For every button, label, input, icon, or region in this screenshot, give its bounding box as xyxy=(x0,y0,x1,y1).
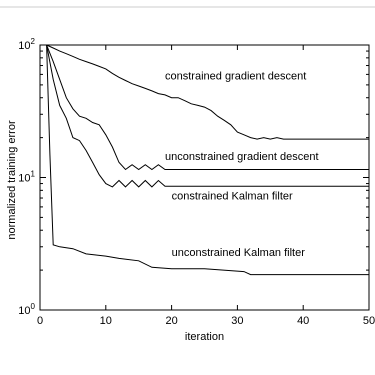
series-line-unconstrained-gradient-descent xyxy=(46,44,369,171)
series-annotations: constrained gradient descent unconstraine… xyxy=(165,70,319,259)
x-tick-label: 50 xyxy=(363,315,375,327)
series-line-constrained-kalman-filter xyxy=(46,44,369,188)
x-tick-label: 30 xyxy=(231,315,243,327)
y-tick-label: 102 xyxy=(18,37,35,52)
x-tick-label: 20 xyxy=(165,315,177,327)
series-annotation: constrained gradient descent xyxy=(165,70,306,82)
x-tick-label: 10 xyxy=(100,315,112,327)
x-axis-label: iteration xyxy=(185,331,224,343)
y-tick-label: 100 xyxy=(18,302,35,317)
x-tick-label: 40 xyxy=(297,315,309,327)
series-annotation: unconstrained gradient descent xyxy=(165,151,319,163)
y-axis-ticks: 100 101 102 xyxy=(18,37,369,317)
series-line-constrained-gradient-descent xyxy=(46,44,369,140)
x-tick-label: 0 xyxy=(37,315,43,327)
series-line-unconstrained-kalman-filter xyxy=(46,44,369,276)
series-annotation: unconstrained Kalman filter xyxy=(172,247,306,259)
x-axis-ticks: 0 10 20 30 40 50 xyxy=(37,45,375,327)
series-annotation: constrained Kalman filter xyxy=(172,191,293,203)
y-tick-label: 101 xyxy=(18,170,35,185)
y-axis-label: normalized training error xyxy=(6,120,18,240)
plot-area xyxy=(39,44,370,311)
series-lines xyxy=(46,44,369,276)
